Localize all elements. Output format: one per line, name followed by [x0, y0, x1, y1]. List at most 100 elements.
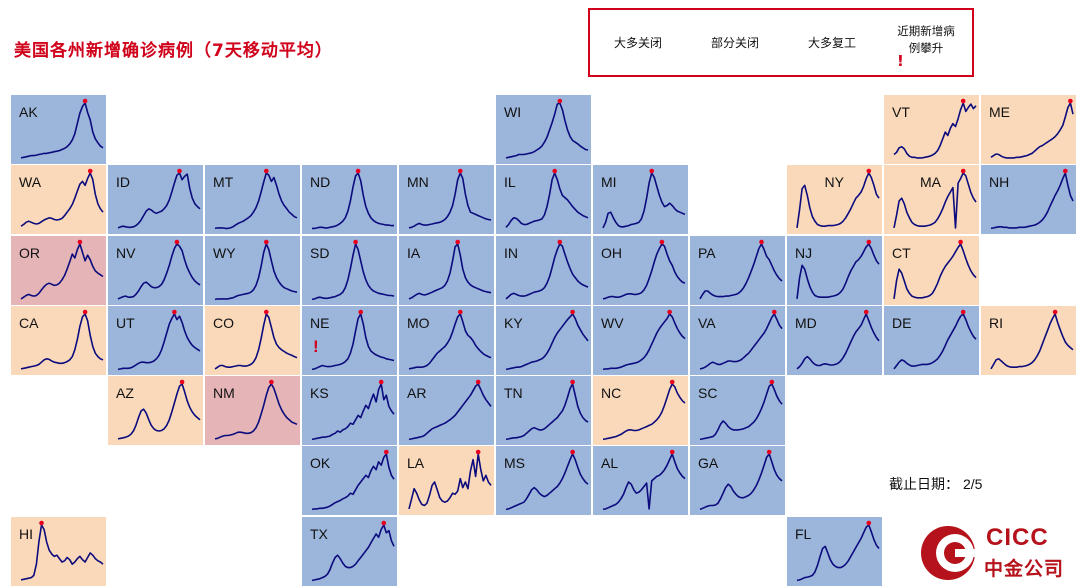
case-curve-line	[990, 313, 1074, 370]
case-curve-chart	[311, 309, 395, 371]
state-tile-mi: MI	[593, 165, 688, 234]
case-curve-chart	[602, 309, 686, 371]
case-curve-line	[699, 243, 783, 300]
state-tile-wa: WA	[11, 165, 106, 234]
case-curve-chart	[408, 168, 492, 229]
case-curve-line	[990, 102, 1074, 159]
state-abbr: DE	[892, 315, 912, 331]
state-abbr: TX	[310, 526, 328, 542]
case-curve-line	[602, 172, 686, 229]
state-tile-in: IN	[496, 236, 591, 305]
case-curve-line	[699, 453, 783, 511]
state-tile-oh: OH	[593, 236, 688, 305]
state-abbr: NH	[989, 174, 1010, 190]
cicc-logo-icon	[921, 526, 977, 580]
case-curve-chart	[796, 239, 880, 299]
case-curve-line	[602, 453, 686, 511]
case-curve-line	[20, 172, 104, 227]
state-abbr: AR	[407, 385, 427, 401]
state-tile-va: VA	[690, 306, 785, 375]
state-abbr: WV	[601, 315, 624, 331]
state-abbr: NM	[213, 385, 235, 401]
state-tile-ma: MA	[884, 165, 979, 234]
state-abbr: ND	[310, 174, 331, 190]
state-abbr: MO	[407, 315, 430, 331]
state-abbr: MD	[795, 315, 817, 331]
peak-point	[355, 168, 361, 174]
state-tile-ks: KS	[302, 376, 397, 445]
case-curve-chart	[20, 309, 104, 370]
state-abbr: IA	[407, 245, 421, 261]
case-curve-chart	[408, 309, 492, 370]
chart-title: 美国各州新增确诊病例（7天移动平均）	[14, 41, 333, 61]
case-curve-chart	[214, 379, 298, 440]
peak-point	[353, 239, 358, 245]
peak-point	[667, 309, 672, 315]
logo-text-en: CICC	[986, 524, 1049, 551]
case-curve-chart	[117, 239, 201, 300]
state-tile-ia: IA	[399, 236, 494, 305]
state-abbr: IN	[504, 245, 518, 261]
cicc-logo: CICC 中金公司	[918, 520, 1078, 586]
state-tile-ny: NY	[787, 165, 882, 234]
state-tile-nd: ND	[302, 165, 397, 234]
state-abbr: SC	[698, 385, 718, 401]
case-curve-chart	[311, 379, 395, 441]
case-curve-chart	[20, 520, 104, 581]
state-abbr: ME	[989, 104, 1010, 120]
peak-point	[570, 449, 575, 455]
state-abbr: FL	[795, 526, 812, 542]
case-curve-chart	[602, 379, 686, 441]
peak-point	[866, 168, 872, 174]
case-curve-line	[505, 243, 589, 300]
state-abbr: AK	[19, 104, 38, 120]
state-tile-fl: FL	[787, 517, 882, 586]
state-abbr: GA	[698, 455, 719, 471]
peak-point	[649, 168, 654, 174]
peak-point	[177, 168, 182, 174]
case-curve-chart	[214, 239, 298, 301]
state-tile-tx: TX	[302, 517, 397, 586]
state-tile-ms: MS	[496, 446, 591, 515]
state-abbr: WA	[19, 174, 42, 190]
state-abbr: CO	[213, 315, 234, 331]
peak-point	[557, 239, 563, 245]
peak-point	[458, 168, 463, 174]
state-abbr: AL	[601, 455, 619, 471]
state-abbr: SD	[310, 245, 330, 261]
peak-point	[669, 379, 675, 385]
state-tile-nh: NH	[981, 165, 1076, 234]
peak-point	[264, 168, 269, 174]
case-curve-line	[214, 243, 298, 301]
peak-point	[766, 449, 772, 455]
case-curve-chart	[214, 168, 298, 230]
case-curve-line	[214, 313, 298, 370]
state-abbr: KS	[310, 385, 329, 401]
peak-point	[557, 98, 563, 104]
state-tile-il: IL	[496, 165, 591, 234]
state-tile-sd: SD	[302, 236, 397, 305]
peak-point	[475, 449, 481, 455]
peak-point	[866, 239, 872, 245]
case-curve-line	[796, 172, 880, 229]
state-tile-wv: WV	[593, 306, 688, 375]
case-curve-line	[311, 524, 395, 582]
peak-point	[174, 239, 180, 245]
rising-warning-icon: !	[313, 337, 319, 356]
case-curve-chart	[505, 98, 589, 159]
peak-point	[87, 168, 93, 174]
state-abbr: OH	[601, 245, 622, 261]
peak-point	[264, 239, 269, 245]
case-curve-chart	[311, 520, 395, 582]
case-curve-chart	[312, 168, 394, 230]
state-tile-sc: SC	[690, 376, 785, 445]
case-curve-line	[408, 172, 492, 229]
case-curve-chart	[311, 239, 395, 301]
state-abbr: AZ	[116, 385, 134, 401]
legend-mostly-closed: 大多关闭	[613, 36, 662, 50]
state-abbr: KY	[504, 315, 523, 331]
case-curve-line	[602, 243, 686, 300]
case-curve-chart	[602, 239, 686, 300]
peak-point	[82, 309, 88, 315]
state-abbr: MT	[213, 174, 234, 190]
